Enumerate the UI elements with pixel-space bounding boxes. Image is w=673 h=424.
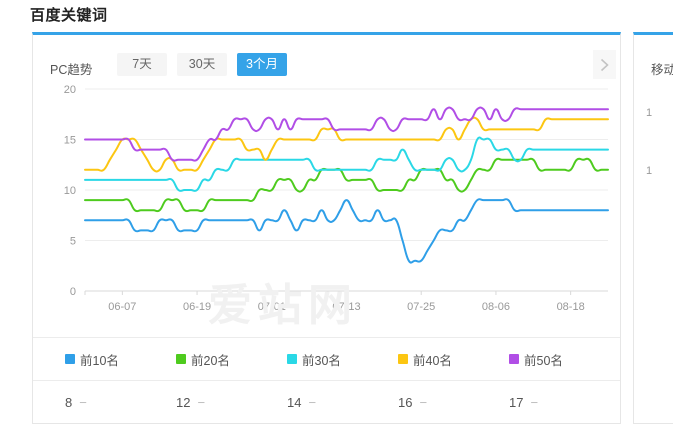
toolbar-label: PC趋势 — [50, 63, 93, 77]
legend-label: 前40名 — [413, 353, 452, 368]
stat-value: 12 — [176, 395, 191, 410]
pc-toolbar: PC趋势 7天 30天 3个月 — [33, 35, 620, 79]
trend-chart-svg: 0 5 10 15 20 06-07 06-19 07-01 07-13 07-25 08-06 08… — [64, 84, 609, 313]
legend-item-0[interactable]: 前10名 — [65, 350, 176, 369]
series-line-2 — [84, 136, 609, 192]
legend-swatch-icon — [176, 354, 186, 364]
y-axis-tick-label: 15 — [64, 135, 76, 147]
stat-value: 14 — [287, 395, 302, 410]
stat-trend-icon: − — [530, 395, 539, 410]
x-axis-tick-label: 07-25 — [407, 301, 435, 313]
next-panel-button[interactable] — [593, 50, 616, 79]
legend-swatch-icon — [509, 354, 519, 364]
y-axis-tick-label: 5 — [70, 236, 76, 248]
range-tab-2[interactable]: 3个月 — [237, 53, 287, 76]
mobile-trend-card: 移动 1 1 — [633, 32, 673, 424]
legend-label: 前50名 — [524, 353, 563, 368]
x-axis-tick-label: 07-13 — [332, 301, 360, 313]
stat-item-2: 14− — [287, 395, 398, 410]
series-line-1 — [84, 157, 609, 213]
y-axis-tick-label: 20 — [64, 84, 76, 96]
legend-item-3[interactable]: 前40名 — [398, 350, 509, 369]
y-axis-tick-label: 10 — [64, 185, 76, 197]
legend-label: 前30名 — [302, 353, 341, 368]
legend-item-4[interactable]: 前50名 — [509, 350, 620, 369]
x-axis-tick-label: 07-01 — [258, 301, 286, 313]
legend-label: 前10名 — [80, 353, 119, 368]
legend-swatch-icon — [287, 354, 297, 364]
legend-label: 前20名 — [191, 353, 230, 368]
stat-value: 8 — [65, 395, 73, 410]
mobile-toolbar-label: 移动 — [651, 63, 673, 77]
mobile-y-label-1: 1 — [646, 107, 653, 119]
stat-item-3: 16− — [398, 395, 509, 410]
legend-swatch-icon — [65, 354, 75, 364]
stat-value: 16 — [398, 395, 413, 410]
pc-trend-card: PC趋势 7天 30天 3个月 爱站网 0 5 10 15 20 06-07 06-19 07-0… — [32, 32, 621, 424]
stat-trend-icon: − — [308, 395, 317, 410]
x-axis-tick-label: 06-07 — [108, 301, 136, 313]
range-tab-0[interactable]: 7天 — [117, 53, 167, 76]
series-line-3 — [84, 116, 609, 173]
y-axis-tick-label: 0 — [70, 286, 76, 298]
stat-item-0: 8− — [65, 395, 176, 410]
stat-value: 17 — [509, 395, 524, 410]
stats-summary-row: 8−12−14−16−17− — [33, 380, 620, 424]
range-tab-1[interactable]: 30天 — [177, 53, 227, 76]
x-axis-tick-label: 08-18 — [557, 301, 585, 313]
stat-item-1: 12− — [176, 395, 287, 410]
series-line-0 — [84, 198, 609, 264]
series-line-4 — [84, 106, 609, 162]
stat-trend-icon: − — [419, 395, 428, 410]
x-axis-tick-label: 08-06 — [482, 301, 510, 313]
range-tab-group: 7天 30天 3个月 — [117, 53, 287, 76]
trend-chart: 爱站网 0 5 10 15 20 06-07 06-19 07-01 07-13 07-25 08-… — [33, 79, 620, 337]
stat-item-4: 17− — [509, 395, 620, 410]
legend-item-1[interactable]: 前20名 — [176, 350, 287, 369]
mobile-y-label-2: 1 — [646, 165, 653, 177]
stat-trend-icon: − — [197, 395, 206, 410]
legend-item-2[interactable]: 前30名 — [287, 350, 398, 369]
chart-legend: 前10名 前20名 前30名 前40名 前50名 — [33, 337, 620, 380]
x-axis-tick-label: 06-19 — [183, 301, 211, 313]
stat-trend-icon: − — [79, 395, 87, 410]
page-title: 百度关键词 — [30, 7, 108, 24]
legend-swatch-icon — [398, 354, 408, 364]
chevron-right-icon — [600, 58, 609, 72]
